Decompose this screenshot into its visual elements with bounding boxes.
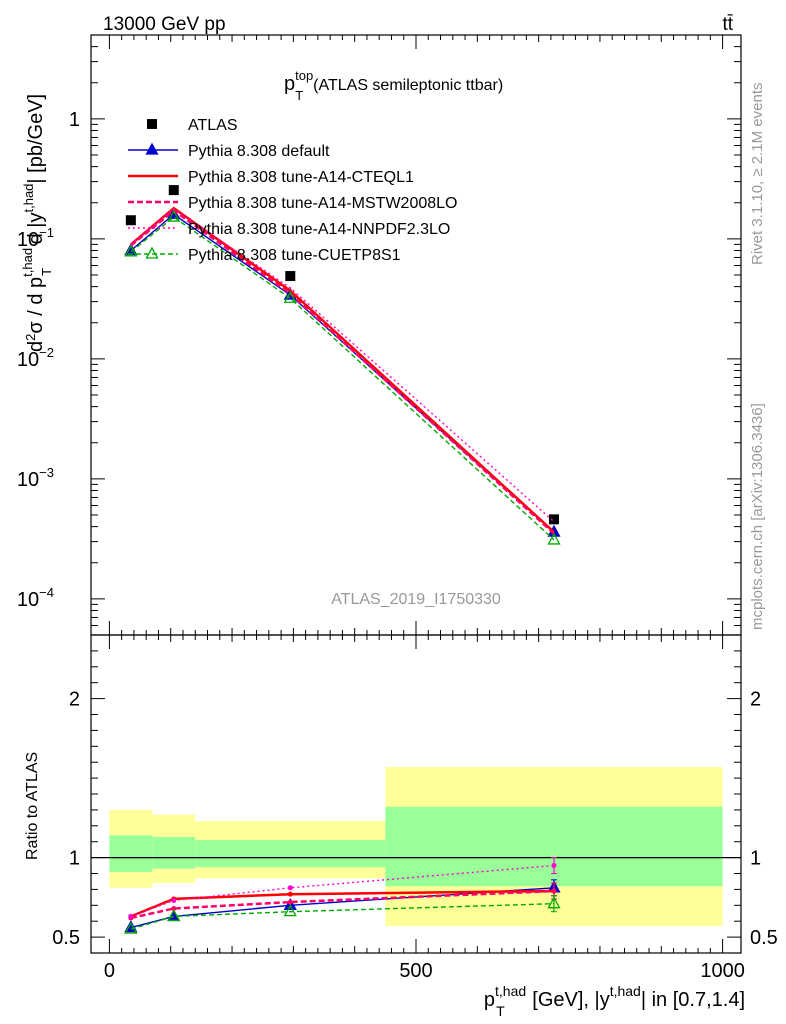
collision-label: 13000 GeV pp bbox=[103, 14, 226, 35]
main-point-cuetp8s1-1 bbox=[167, 209, 181, 222]
ratio-band-inner-3 bbox=[385, 806, 723, 887]
ratio-y-axis-label: Ratio to ATLAS bbox=[24, 752, 41, 860]
ratio-y-tick-label-left-2: 2 bbox=[69, 689, 80, 711]
ratio-point-mstw-3 bbox=[551, 888, 557, 894]
plot-title-sub: T bbox=[295, 88, 303, 103]
main-point-data-2 bbox=[285, 271, 296, 282]
ratio-y-tick-label-left-1: 1 bbox=[69, 848, 80, 870]
main-point-cuetp8s1-2 bbox=[283, 290, 297, 303]
ratio-y-tick-label-right-1: 1 bbox=[750, 848, 761, 870]
main-line-mstw bbox=[130, 209, 555, 535]
ratio-band-inner-0 bbox=[109, 835, 153, 872]
x-tick-label-1: 500 bbox=[399, 960, 432, 982]
legend: ATLAS Pythia 8.308 default Pythia 8.308 tu… bbox=[128, 117, 457, 264]
ratio-line-mstw bbox=[130, 889, 555, 920]
legend-marker-cuetp8s1 bbox=[145, 246, 159, 259]
source-label: mcplots.cern.ch [arXiv:1306.3436] bbox=[749, 403, 766, 630]
main-panel: 1 10−1 10−2 10−3 10−4 bbox=[17, 34, 742, 636]
ratio-point-cuetp8s1-3 bbox=[547, 896, 561, 909]
legend-label-default: Pythia 8.308 default bbox=[188, 143, 330, 160]
main-line-nnpdf bbox=[130, 207, 555, 523]
main-point-data-1 bbox=[168, 185, 179, 196]
analysis-tag: ATLAS_2019_I1750330 bbox=[331, 591, 501, 608]
ratio-point-nnpdf-1 bbox=[171, 898, 177, 904]
ratio-point-cuetp8s1-2 bbox=[283, 904, 297, 917]
plot-title-main: p bbox=[284, 73, 295, 95]
ratio-band-inner-2 bbox=[195, 840, 386, 868]
main-y-tick-label-3: 10−3 bbox=[17, 465, 54, 491]
main-line-default bbox=[130, 213, 555, 533]
ratio-point-cuetp8s1-0 bbox=[124, 921, 138, 934]
ratio-line-cteql1 bbox=[130, 889, 555, 918]
process-label: tt̄ bbox=[722, 14, 733, 35]
legend-label-cteql1: Pythia 8.308 tune-A14-CTEQL1 bbox=[188, 169, 414, 186]
legend-label-data: ATLAS bbox=[188, 117, 238, 134]
ratio-panel: 0.5 0.5 1 1 2 2 0 500 1000 bbox=[52, 634, 778, 982]
ratio-y-tick-label-left-0: 0.5 bbox=[52, 927, 80, 949]
main-point-data-3 bbox=[548, 514, 559, 525]
ratio-band-inner-1 bbox=[152, 836, 196, 869]
rivet-version-label: Rivet 3.1.10, ≥ 2.1M events bbox=[749, 83, 766, 266]
main-point-data-0 bbox=[125, 215, 136, 226]
legend-marker-default bbox=[145, 142, 159, 155]
ratio-series-layer bbox=[124, 857, 561, 934]
main-y-axis-label: d2σ / d pt,had T d |yt,had| [pb/GeV] bbox=[20, 94, 54, 352]
legend-label-nnpdf: Pythia 8.308 tune-A14-NNPDF2.3LO bbox=[188, 221, 450, 238]
legend-label-cuetp8s1: Pythia 8.308 tune-CUETP8S1 bbox=[188, 247, 401, 264]
x-tick-label-2: 1000 bbox=[700, 960, 745, 982]
main-point-cuetp8s1-3 bbox=[547, 532, 561, 545]
ratio-point-nnpdf-2 bbox=[287, 885, 293, 891]
ratio-point-nnpdf-3 bbox=[551, 863, 557, 869]
x-axis-label: pt,had T [GeV], |yt,had| in [0.7,1.4] bbox=[484, 983, 745, 1019]
ratio-point-cuetp8s1-1 bbox=[167, 909, 181, 922]
legend-label-mstw: Pythia 8.308 tune-A14-MSTW2008LO bbox=[188, 195, 457, 212]
ratio-line-nnpdf bbox=[130, 864, 555, 918]
ratio-point-cteql1-2 bbox=[287, 891, 293, 897]
ratio-point-mstw-2 bbox=[287, 899, 293, 905]
main-y-tick-label-2: 10−2 bbox=[17, 345, 54, 371]
main-line-cuetp8s1 bbox=[130, 216, 555, 541]
main-line-cteql1 bbox=[130, 206, 555, 534]
main-series-layer bbox=[124, 185, 561, 545]
ratio-point-mstw-1 bbox=[171, 905, 177, 911]
legend-marker-data bbox=[147, 119, 157, 129]
ratio-y-tick-label-right-0: 0.5 bbox=[750, 927, 778, 949]
ratio-point-nnpdf-0 bbox=[128, 913, 134, 919]
plot-title-rest: (ATLAS semileptonic ttbar) bbox=[313, 77, 503, 94]
x-tick-label-0: 0 bbox=[104, 960, 115, 982]
ratio-y-tick-label-right-2: 2 bbox=[750, 689, 761, 711]
main-y-tick-label-0: 1 bbox=[69, 109, 80, 131]
main-point-cuetp8s1-0 bbox=[124, 244, 138, 257]
main-y-tick-label-1: 10−1 bbox=[17, 225, 54, 251]
main-y-tick-label-4: 10−4 bbox=[17, 585, 54, 611]
plot-title-sup: top bbox=[295, 68, 313, 83]
plot-title: ptop T (ATLAS semileptonic ttbar) bbox=[284, 68, 503, 103]
